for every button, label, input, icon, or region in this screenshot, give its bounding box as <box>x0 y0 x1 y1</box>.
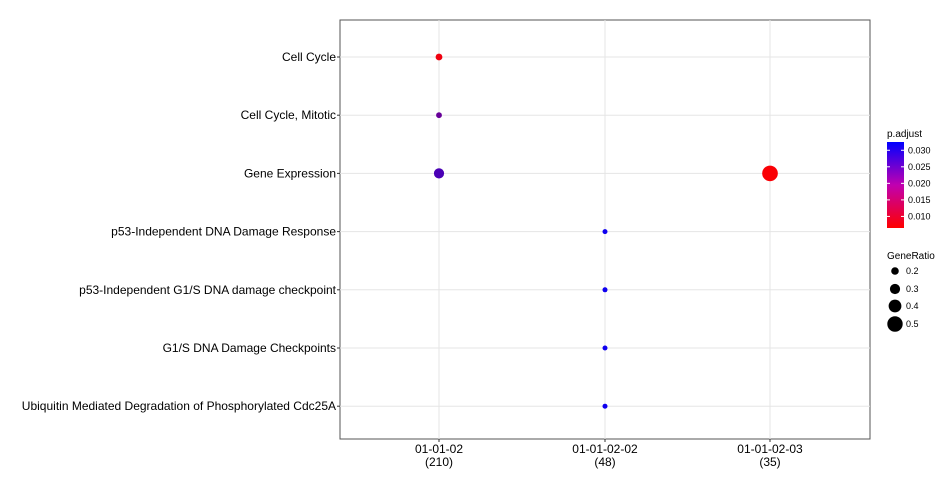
y-tick-label: Cell Cycle <box>282 50 336 64</box>
data-point <box>435 53 443 61</box>
data-points <box>433 53 778 409</box>
x-tick-count-label: (48) <box>594 455 615 469</box>
size-legend: GeneRatio 0.2 0.3 0.4 0.5 <box>887 251 935 332</box>
y-tick-label: Cell Cycle, Mitotic <box>241 108 336 122</box>
x-axis: 01-01-02(210) 01-01-02-02(48) 01-01-02-03(… <box>415 439 803 469</box>
size-legend-key <box>891 267 899 275</box>
color-legend-label: 0.015 <box>908 195 931 205</box>
data-point <box>433 168 445 179</box>
data-point <box>602 345 608 351</box>
color-legend-bar <box>887 142 904 228</box>
color-legend-label: 0.030 <box>908 145 931 155</box>
data-point <box>436 112 442 119</box>
size-legend-title: GeneRatio <box>887 251 935 262</box>
color-legend-label: 0.025 <box>908 162 931 172</box>
y-tick-label: G1/S DNA Damage Checkpoints <box>163 341 336 355</box>
x-tick-label: 01-01-02 <box>415 442 463 456</box>
data-point <box>602 229 608 235</box>
y-axis: Cell Cycle Cell Cycle, Mitotic Gene Expres… <box>22 50 340 413</box>
color-legend: p.adjust 0.030 0.025 0.020 0.015 0.010 <box>887 129 931 228</box>
size-legend-key <box>889 283 901 295</box>
color-legend-label: 0.020 <box>908 178 931 188</box>
size-legend-label: 0.5 <box>906 319 919 329</box>
color-legend-title: p.adjust <box>887 129 922 140</box>
x-tick-count-label: (210) <box>425 455 453 469</box>
data-point <box>602 403 608 409</box>
y-tick-label: Ubiquitin Mediated Degradation of Phosph… <box>22 399 336 413</box>
size-legend-key <box>888 299 902 313</box>
size-legend-label: 0.4 <box>906 301 919 311</box>
x-tick-count-label: (35) <box>759 455 780 469</box>
size-legend-label: 0.2 <box>906 266 919 276</box>
y-tick-label: p53-Independent DNA Damage Response <box>111 225 336 239</box>
size-legend-label: 0.3 <box>906 284 919 294</box>
size-legend-key <box>887 316 903 332</box>
data-point <box>602 287 608 293</box>
x-tick-label: 01-01-02-03 <box>737 442 803 456</box>
color-legend-label: 0.010 <box>908 211 931 221</box>
y-tick-label: Gene Expression <box>244 166 336 180</box>
data-point <box>762 165 778 182</box>
x-tick-label: 01-01-02-02 <box>572 442 638 456</box>
y-tick-label: p53-Independent G1/S DNA damage checkpoi… <box>79 283 337 297</box>
